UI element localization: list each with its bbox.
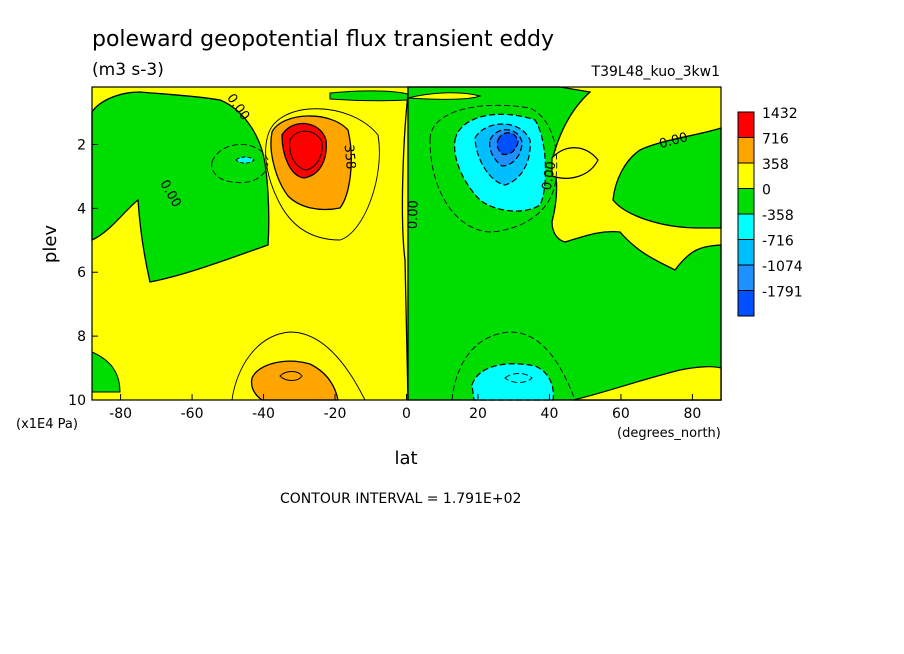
colorbar-label: 716 (762, 132, 789, 148)
y-tick-label: 4 (77, 201, 86, 217)
x-tick-label: 0 (402, 406, 411, 422)
x-tick-label: -40 (252, 406, 275, 422)
colorbar-label: 0 (762, 183, 771, 199)
y-axis-units: (x1E4 Pa) (16, 417, 78, 432)
contour-sh-upper-inner (289, 130, 323, 171)
colorbar-label: 358 (762, 157, 789, 173)
colorbar-swatch (737, 137, 755, 164)
x-axis: -80 -60 -40 -20 0 20 40 60 80 (109, 394, 701, 422)
contour-nh-upper-outer (429, 104, 558, 233)
contour-sh-upper-outer (265, 108, 380, 241)
colorbar-label: -1074 (762, 259, 803, 275)
colorbar: 1432 716 358 0 -358 -716 -1074 -1791 (737, 106, 803, 317)
colorbar-label: 1432 (762, 106, 798, 122)
x-tick-label: 60 (612, 406, 630, 422)
run-label: T39L48_kuo_3kw1 (591, 64, 720, 80)
y-tick-label: 2 (77, 137, 86, 153)
contour-interval: CONTOUR INTERVAL = 1.791E+02 (280, 491, 521, 507)
region-sh-negative-top (329, 90, 409, 102)
contour-nh-lower-outer (451, 331, 576, 401)
colorbar-swatch (737, 213, 755, 240)
y-tick-label: 6 (77, 265, 86, 281)
region-positive-island-nh (551, 147, 599, 179)
contour-label: 0.00 (406, 200, 422, 229)
contour-sh-small-loop (211, 144, 269, 184)
colorbar-swatch (737, 162, 755, 189)
colorbar-swatch (737, 239, 755, 266)
colorbar-swatch (737, 264, 755, 291)
y-axis-label: plev (40, 225, 61, 264)
contour-equator-zero (401, 93, 409, 401)
x-tick-label: -80 (109, 406, 132, 422)
x-axis-label: lat (394, 448, 417, 469)
region-positive-bottom-nh (572, 366, 722, 401)
region-sh-negative-west (91, 91, 270, 283)
x-tick-label: 20 (469, 406, 487, 422)
colorbar-label: -358 (762, 208, 794, 224)
chart-units: (m3 s-3) (92, 60, 164, 80)
x-tick-label: 80 (683, 406, 701, 422)
colorbar-swatch (737, 111, 755, 138)
colorbar-label: -716 (762, 234, 794, 250)
y-tick-label: 8 (77, 329, 86, 345)
x-tick-label: -20 (324, 406, 347, 422)
region-nh-negative-right (612, 127, 722, 229)
contour-sh-tiny-loop (235, 156, 255, 164)
x-axis-units: (degrees_north) (617, 426, 721, 441)
contour-label: 0.00 (540, 160, 560, 191)
colorbar-label: -1791 (762, 285, 803, 301)
region-positive-lower-middle (407, 92, 482, 100)
chart-title: poleward geopotential flux transient edd… (92, 27, 554, 52)
y-tick-label: 10 (68, 393, 86, 409)
region-sh-negative-bottom (91, 351, 121, 393)
x-tick-label: 40 (541, 406, 559, 422)
colorbar-swatch (737, 188, 755, 215)
y-axis: 2 4 6 8 10 (68, 137, 98, 409)
colorbar-swatch (737, 290, 755, 317)
contour-label: 358 (341, 144, 358, 170)
x-tick-label: -60 (181, 406, 204, 422)
contour-nh-lower-inner (504, 373, 533, 383)
region-nh-upper-neg4 (496, 132, 519, 156)
contour-sh-lower-outer (231, 331, 366, 401)
contour-label: 0.00 (658, 130, 690, 152)
contour-sh-lower-inner (279, 371, 303, 381)
